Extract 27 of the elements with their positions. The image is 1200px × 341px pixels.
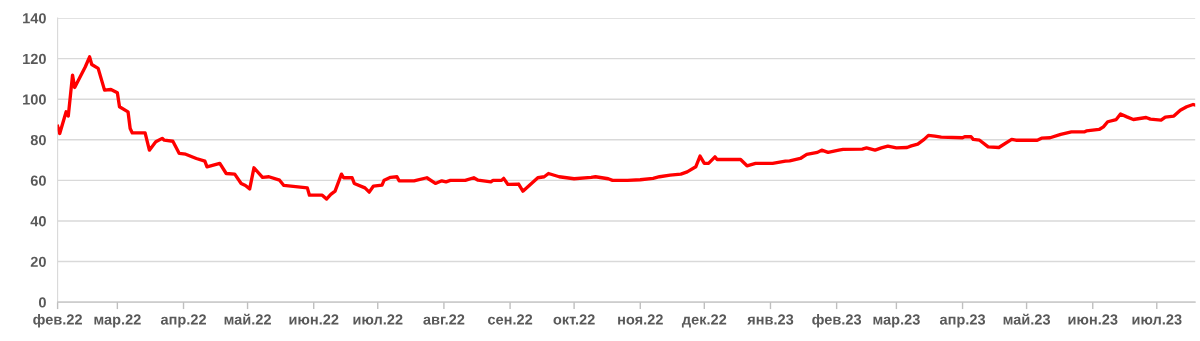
- line-series: [57, 55, 1196, 201]
- x-tick-label: июл.22: [353, 314, 403, 325]
- y-tick-label: 80: [30, 134, 46, 146]
- y-tick-label: 0: [38, 297, 46, 308]
- x-tick-label: мар.22: [94, 314, 141, 328]
- y-tick-label: 100: [23, 94, 46, 105]
- x-tick-label: май.22: [224, 313, 271, 325]
- y-tick-label: 60: [30, 175, 46, 186]
- x-tick-label: июн.23: [1068, 314, 1118, 325]
- x-tick-label: янв.23: [747, 314, 794, 325]
- x-tick-label: мар.23: [873, 314, 920, 328]
- x-tick-label: июн.22: [289, 314, 339, 325]
- x-tick-label: апр.22: [160, 314, 206, 328]
- x-tick-label: дек.22: [681, 314, 727, 328]
- y-tick-label: 40: [30, 216, 46, 227]
- x-tick-label: окт.22: [553, 314, 595, 325]
- y-tick-label: 120: [23, 53, 46, 65]
- x-tick-label: ноя.22: [618, 314, 663, 325]
- x-tick-label: авг.22: [423, 314, 465, 325]
- x-tick-label: фев.22: [33, 313, 82, 328]
- x-tick-label: май.23: [1003, 313, 1051, 325]
- y-tick-label: 20: [30, 256, 46, 267]
- y-tick-label: 140: [23, 13, 46, 24]
- x-tick-label: сен.22: [488, 314, 533, 325]
- x-tick-label: июл.23: [1132, 314, 1182, 325]
- x-tick-label: фев.23: [812, 313, 862, 328]
- x-tick-label: апр.23: [939, 314, 986, 328]
